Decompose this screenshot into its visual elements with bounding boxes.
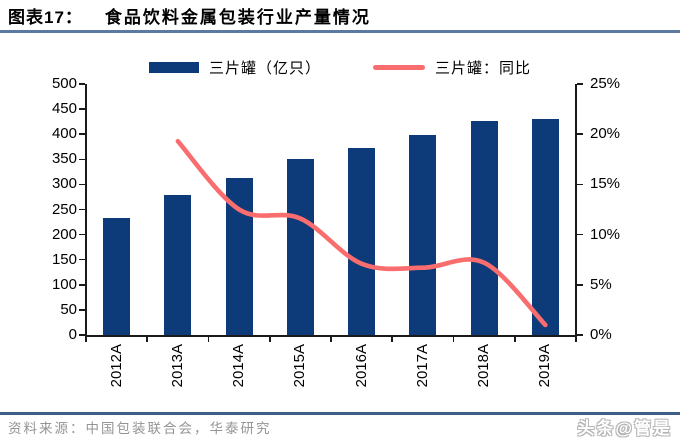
bar-2018A — [470, 121, 498, 335]
title-underline — [0, 30, 680, 33]
y-axis-left-label: 250 — [51, 200, 77, 218]
y-axis-right-label: 10% — [590, 225, 621, 243]
x-axis-tick — [575, 337, 577, 342]
y-axis-left-label: 350 — [51, 150, 77, 168]
source-note: 资料来源：中国包装联合会，华泰研究 — [8, 421, 272, 436]
x-axis-tick — [268, 337, 271, 342]
x-axis-label-2017A: 2017A — [413, 344, 431, 388]
y-axis-right-label: 0% — [590, 326, 612, 343]
x-axis-tick — [452, 337, 455, 342]
x-axis-label-2016A: 2016A — [352, 344, 370, 388]
y-axis-right-label: 20% — [590, 125, 621, 143]
chart-legend: 三片罐（亿只） 三片罐：同比 — [0, 55, 680, 79]
y-axis-left-label: 50 — [60, 300, 77, 318]
y-axis-right-tick — [577, 133, 583, 135]
legend-label-line-series: 三片罐：同比 — [435, 59, 532, 77]
y-axis-left-label: 0 — [68, 326, 77, 343]
watermark: 头条@管是 — [577, 419, 672, 438]
y-axis-right-label: 15% — [590, 175, 621, 193]
y-axis-left-tick — [79, 284, 85, 286]
x-axis-tick — [146, 337, 149, 342]
legend-item-bar-series: 三片罐（亿只） — [148, 57, 321, 78]
y-axis-left-label: 400 — [51, 125, 77, 143]
y-axis-left-tick — [79, 334, 85, 336]
bar-2013A — [164, 194, 192, 335]
x-axis — [85, 335, 577, 338]
line-series-swatch-icon — [373, 64, 425, 70]
y-axis-left-label: 150 — [51, 250, 77, 268]
y-axis-right — [575, 84, 577, 337]
y-axis-left-tick — [79, 183, 85, 186]
bar-2015A — [286, 159, 314, 335]
bar-2017A — [409, 135, 437, 335]
bar-2016A — [348, 147, 376, 335]
y-axis-left — [85, 84, 87, 337]
y-axis-left-tick — [79, 133, 85, 135]
x-axis-label-2015A: 2015A — [291, 344, 309, 388]
y-axis-left-tick — [79, 158, 85, 161]
legend-label-bar-series: 三片罐（亿只） — [208, 59, 321, 77]
legend-item-line-series: 三片罐：同比 — [373, 57, 531, 78]
footer-rule — [0, 412, 680, 415]
x-axis-tick — [330, 337, 332, 342]
y-axis-right-tick — [577, 284, 583, 286]
x-axis-label-2013A: 2013A — [168, 344, 186, 388]
x-axis-label-2018A: 2018A — [475, 344, 493, 388]
x-axis-label-2012A: 2012A — [107, 344, 125, 388]
bar-series-swatch-icon — [148, 61, 199, 73]
y-axis-right-tick — [577, 334, 583, 336]
y-axis-right-tick — [577, 233, 583, 236]
y-axis-right-tick — [577, 83, 583, 85]
yoy-trend-line-layer — [175, 138, 548, 328]
figure-number-label: 图表17： — [8, 8, 83, 27]
y-axis-left-tick — [79, 309, 85, 311]
x-axis-label-2014A: 2014A — [230, 344, 248, 388]
y-axis-left-label: 450 — [51, 100, 77, 118]
y-axis-left-tick — [79, 258, 85, 261]
y-axis-left-label: 100 — [51, 275, 77, 293]
bar-2019A — [531, 119, 559, 335]
x-axis-tick — [513, 337, 516, 342]
x-axis-tick — [85, 337, 87, 342]
y-axis-left-tick — [79, 233, 85, 236]
y-axis-left-tick — [79, 108, 85, 110]
y-axis-left-label: 300 — [51, 175, 77, 193]
figure-title: 图表17： 食品饮料金属包装行业产量情况 — [8, 3, 371, 28]
y-axis-left-tick — [79, 83, 85, 85]
x-axis-tick — [207, 337, 210, 342]
x-axis-label-2019A: 2019A — [536, 344, 554, 388]
figure-title-text: 食品饮料金属包装行业产量情况 — [104, 8, 371, 27]
yoy-trend-line — [175, 138, 548, 328]
y-axis-left-tick — [79, 208, 85, 211]
y-axis-right-tick — [577, 183, 583, 186]
y-axis-left-label: 200 — [51, 225, 77, 243]
bar-2012A — [103, 217, 131, 335]
y-axis-right-label: 5% — [590, 275, 612, 293]
x-axis-tick — [391, 337, 394, 342]
bar-2014A — [225, 177, 253, 335]
